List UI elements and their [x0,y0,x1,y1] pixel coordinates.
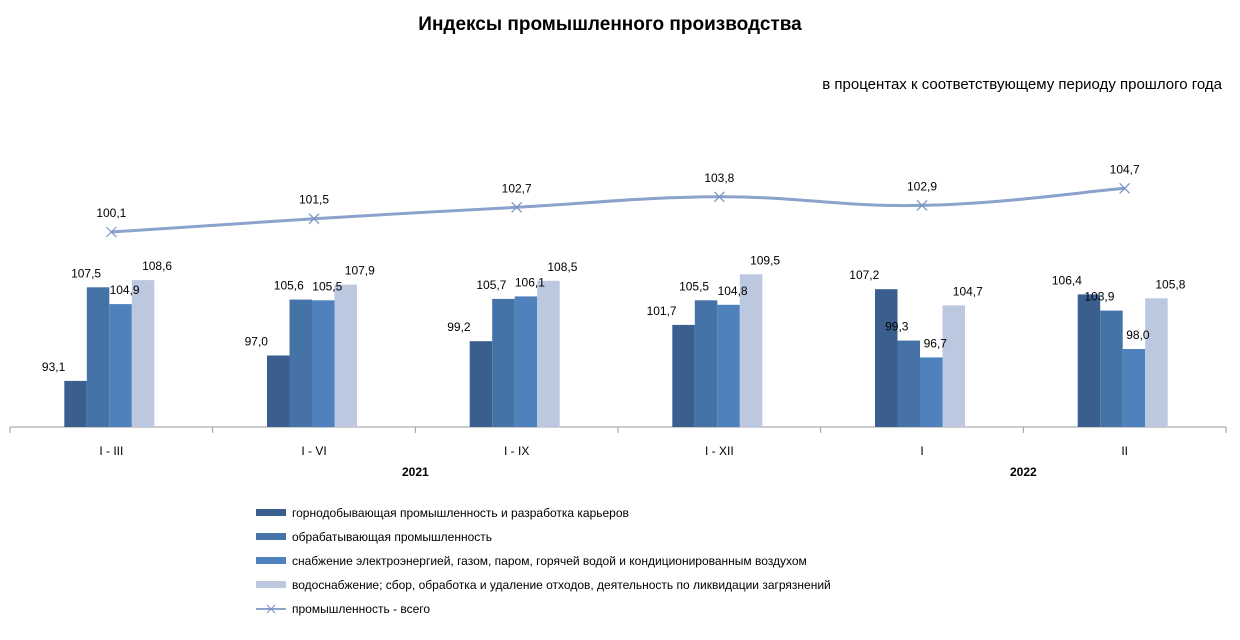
plot-area: 93,1 97,0 99,2 101,7 107,2 106,4 107,5 105,6 105… [9,162,1227,479]
bar-data-label: 103,9 [1084,290,1114,304]
x-tick-label: I - VI [301,444,326,458]
bar-data-label: 105,5 [312,279,342,293]
bar-data-label: 107,2 [849,268,879,282]
line-data-label: 104,7 [1110,162,1140,176]
bar [469,341,493,427]
bar [739,274,763,428]
legend-label: промышленность - всего [292,602,430,616]
legend-label: снабжение электроэнергией, газом, паром,… [292,554,807,568]
x-tick-label: I - III [99,444,123,458]
bar-data-label: 97,0 [245,335,269,349]
bar-data-label: 99,2 [447,320,471,334]
bar [1145,298,1168,427]
x-tick-label: II [1121,444,1128,458]
bar-data-label: 109,5 [750,253,780,267]
bar [897,340,920,427]
line-marker [916,199,928,211]
legend-item: промышленность - всего [256,602,430,616]
bar-data-label: 98,0 [1126,328,1150,342]
legend-swatch [256,581,286,588]
bar [514,296,538,427]
legend-item: горнодобывающая промышленность и разрабо… [256,506,629,520]
bar [875,289,898,427]
bar-data-label: 105,7 [476,278,506,292]
bar-data-label: 107,9 [345,264,375,278]
bar-data-label: 96,7 [924,336,948,350]
legend-swatch [256,533,286,540]
x-tick-label: I [920,444,923,458]
line-marker [308,213,320,225]
bar [267,355,290,427]
line-series-total [111,186,1125,234]
legend: горнодобывающая промышленность и разрабо… [256,506,831,616]
line-data-label: 102,9 [907,179,937,193]
bar [289,299,312,427]
line-marker [713,191,725,203]
line-data-label: 102,7 [502,181,532,195]
legend-swatch [256,509,286,516]
bar [86,287,110,428]
line-marker [1119,182,1131,194]
bar [717,304,740,427]
bar [312,300,335,428]
bar [920,357,943,427]
chart-title: Индексы промышленного производства [418,14,802,35]
bar-data-label: 108,6 [142,259,172,273]
bar [1100,310,1123,427]
bar-data-label: 104,9 [110,283,140,297]
legend-marker [266,604,276,614]
year-label: 2021 [402,465,429,479]
bar-data-label: 104,7 [953,284,983,298]
bar [131,280,155,427]
bar [1077,294,1101,427]
x-tick-label: I - XII [705,444,734,458]
bar [694,300,718,428]
bar-data-label: 101,7 [647,304,677,318]
legend-item: снабжение электроэнергией, газом, паром,… [256,554,807,568]
bar-data-label: 105,8 [1155,277,1185,291]
bar [109,304,132,427]
line-marker [511,201,523,213]
bar [1122,349,1146,427]
legend-label: водоснабжение; сбор, обработка и удалени… [292,578,831,592]
line-data-label: 100,1 [96,206,126,220]
bar-data-label: 107,5 [71,266,101,280]
legend-swatch [256,557,286,564]
bar-data-label: 106,4 [1052,273,1082,287]
year-label: 2022 [1010,465,1037,479]
bar [942,305,965,427]
line-marker [105,226,117,238]
legend-label: горнодобывающая промышленность и разрабо… [292,506,629,520]
legend-item: водоснабжение; сбор, обработка и удалени… [256,578,831,592]
bar-data-label: 105,5 [679,279,709,293]
bar-data-label: 106,1 [515,275,545,289]
bar-data-label: 99,3 [885,320,909,334]
bar [64,380,87,427]
bar-data-label: 93,1 [42,360,66,374]
chart-subtitle: в процентах к соответствующему периоду п… [822,76,1222,93]
bar [537,280,560,428]
bar [334,284,357,427]
bar-data-label: 108,5 [547,260,577,274]
line-data-label: 103,8 [704,171,734,185]
bar-data-label: 105,6 [274,279,304,293]
bar [672,324,695,427]
bar [492,298,515,427]
x-tick-label: I - IX [504,444,529,458]
legend-item: обрабатывающая промышленность [256,530,492,544]
bar-data-label: 104,8 [718,284,748,298]
line-data-label: 101,5 [299,193,329,207]
legend-label: обрабатывающая промышленность [292,530,492,544]
